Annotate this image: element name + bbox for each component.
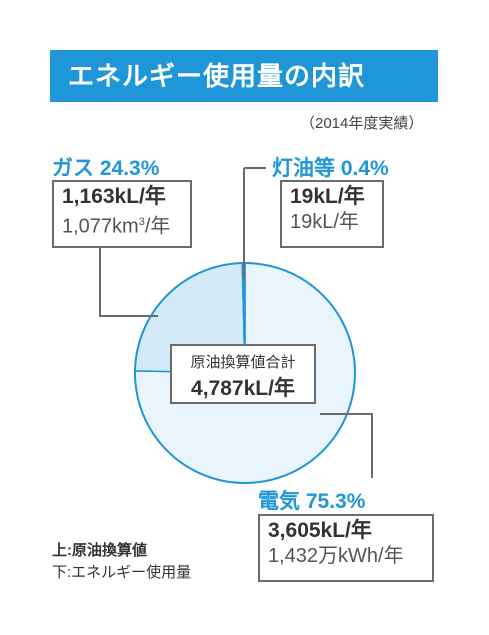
gas-leader-line <box>99 248 158 317</box>
other-usage-value: 19kL/年 <box>290 211 359 233</box>
electric-usage-value: 1,432万kWh/年 <box>268 545 404 567</box>
electric-crude-value: 3,605kL/年 <box>268 519 372 542</box>
period-label: （2014年度実績） <box>300 115 424 132</box>
electric-value-box: 3,605kL/年 1,432万kWh/年 <box>258 514 434 582</box>
other-label: 灯油等 0.4% <box>272 157 389 180</box>
electric-leader-line <box>320 413 373 478</box>
legend-upper: 上:原油換算値 <box>52 542 147 559</box>
total-label: 原油換算値合計 <box>190 354 296 371</box>
value-legend: 上:原油換算値 下:エネルギー使用量 <box>52 540 191 584</box>
legend-lower: 下:エネルギー使用量 <box>52 564 192 581</box>
other-crude-value: 19kL/年 <box>290 185 365 208</box>
gas-crude-value: 1,163kL/年 <box>62 185 166 208</box>
gas-label: ガス 24.3% <box>52 157 160 180</box>
chart-title: エネルギー使用量の内訳 <box>50 50 438 102</box>
total-box: 原油換算値合計 4,787kL/年 <box>170 344 316 404</box>
gas-usage-value: 1,077km3/年 <box>62 215 171 238</box>
electric-label: 電気 75.3% <box>258 490 366 513</box>
total-value: 4,787kL/年 <box>191 377 295 400</box>
gas-value-box: 1,163kL/年 1,077km3/年 <box>52 180 192 248</box>
leader-lines <box>99 167 373 478</box>
other-value-box: 19kL/年 19kL/年 <box>280 180 384 248</box>
